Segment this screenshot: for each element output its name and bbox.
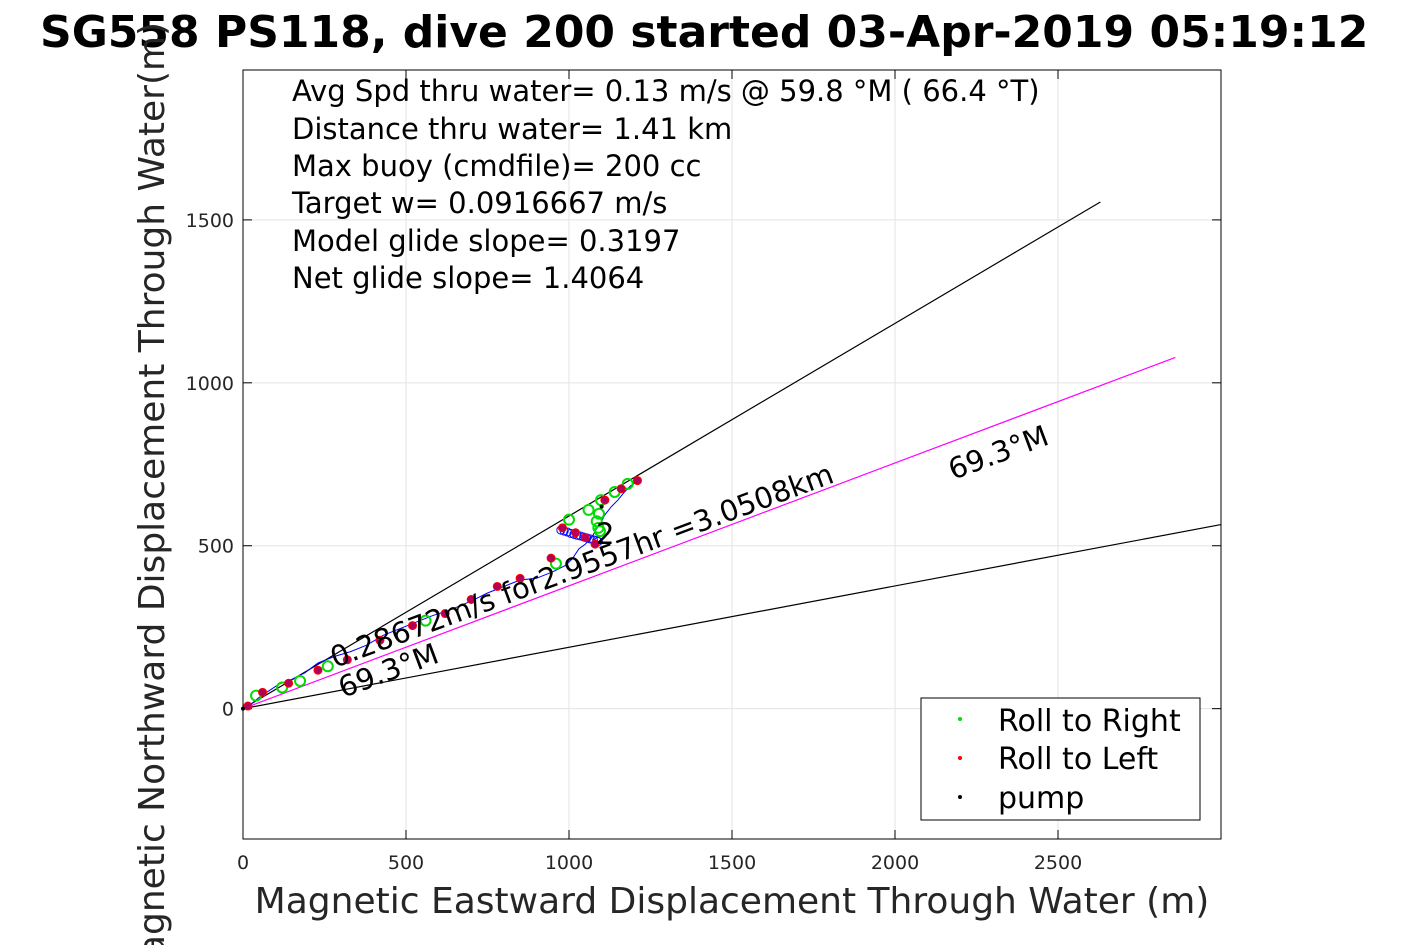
x-tick-label: 1500 <box>708 852 756 874</box>
x-tick-label: 500 <box>388 852 424 874</box>
legend-label-roll-right: Roll to Right <box>998 704 1181 739</box>
roll-right-point <box>294 674 307 687</box>
roll-right-point <box>592 507 605 520</box>
roll-right-point <box>563 513 575 526</box>
roll-left-point <box>600 495 610 505</box>
roll-left-point <box>408 621 418 631</box>
info-line-model-slope: Model glide slope= 0.3197 <box>292 224 680 258</box>
roll-left-point <box>590 539 600 549</box>
roll-right-point <box>582 503 595 516</box>
roll-left-point <box>571 528 581 538</box>
pump-point <box>599 504 604 509</box>
y-tick-label: 0 <box>222 699 234 721</box>
info-line-target-w: Target w= 0.0916667 m/s <box>291 186 667 220</box>
track-line <box>242 480 640 710</box>
roll-left-point <box>342 655 352 665</box>
roll-left-point <box>243 701 253 711</box>
legend-label-roll-left: Roll to Left <box>998 742 1158 777</box>
legend-label-pump: pump <box>998 781 1084 816</box>
y-tick-label: 500 <box>198 536 234 558</box>
axis-ticks: 0 500 1000 1500 2000 2500 0 500 1000 1500 <box>186 70 1221 874</box>
roll-left-point <box>557 523 567 533</box>
legend-marker-roll-right <box>958 717 962 721</box>
grid <box>242 70 1221 839</box>
annotation-dive-number: 2 <box>596 517 614 551</box>
info-line-distance: Distance thru water= 1.41 km <box>292 112 732 146</box>
roll-right-point <box>321 660 334 673</box>
annotation-current: 0.28672m/s for2.9557hr =3.0508km <box>326 457 838 675</box>
legend: Roll to Right Roll to Left pump <box>920 697 1201 821</box>
glider-track <box>242 480 640 710</box>
roll-left-point <box>546 553 556 563</box>
roll-right-point <box>276 681 289 694</box>
x-tick-label: 0 <box>237 852 249 874</box>
roll-left-point <box>375 635 385 645</box>
y-tick-label: 1000 <box>186 373 234 395</box>
chart-title: SG558 PS118, dive 200 started 03-Apr-201… <box>40 7 1368 58</box>
roll-right-point <box>621 477 634 490</box>
roll-left-point <box>284 678 294 688</box>
x-tick-label: 1000 <box>545 852 593 874</box>
roll-left-point <box>616 484 626 494</box>
reference-line <box>242 356 1176 710</box>
info-line-net-slope: Net glide slope= 1.4064 <box>292 261 644 295</box>
roll-left-point <box>632 476 642 486</box>
pump-point <box>241 706 245 711</box>
roll-right-point <box>549 557 562 570</box>
y-tick-label: 1500 <box>186 210 234 232</box>
roll-right-point <box>593 525 606 538</box>
roll-left-point <box>313 665 323 675</box>
x-tick-label: 2500 <box>1034 852 1082 874</box>
annotation-heading-far: 69.3°M <box>944 418 1053 486</box>
roll-left-point <box>440 609 450 619</box>
legend-box <box>920 697 1201 821</box>
info-box: Avg Spd thru water= 0.13 m/s @ 59.8 °M (… <box>291 74 1040 295</box>
y-axis-label: Magnetic Northward Displacement Through … <box>132 22 173 945</box>
roll-left-point <box>258 687 268 697</box>
roll-left-point <box>580 533 590 543</box>
info-line-speed: Avg Spd thru water= 0.13 m/s @ 59.8 °M (… <box>292 74 1040 108</box>
reference-line <box>242 523 1222 710</box>
legend-marker-roll-left <box>958 756 962 760</box>
legend-marker-pump <box>958 795 962 799</box>
info-line-buoy: Max buoy (cmdfile)= 200 cc <box>292 149 701 183</box>
roll-left-point <box>515 573 525 583</box>
reference-lines <box>242 201 1222 710</box>
x-axis-label: Magnetic Eastward Displacement Through W… <box>255 881 1210 922</box>
x-tick-label: 2000 <box>871 852 919 874</box>
roll-left-point <box>466 595 476 605</box>
data-points <box>241 476 642 711</box>
roll-left-point <box>492 581 502 591</box>
roll-right-point <box>419 614 432 627</box>
reference-line <box>242 201 1101 710</box>
